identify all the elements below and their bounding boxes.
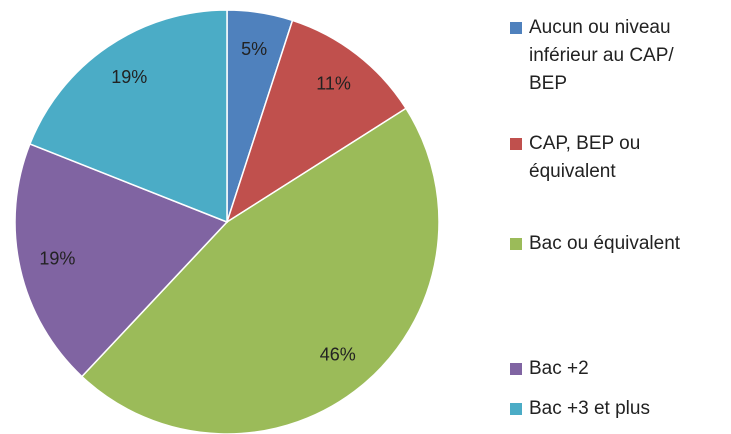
legend-item: Bac +3 et plus — [510, 395, 700, 423]
legend-item: Bac +2 — [510, 355, 700, 383]
data-label: 19% — [111, 67, 147, 87]
data-label: 46% — [320, 345, 356, 365]
legend-swatch — [510, 403, 522, 415]
legend-label: Bac +2 — [529, 358, 589, 379]
legend-label: Aucun ou niveau inférieur au CAP/ BEP — [529, 17, 674, 94]
legend-item: CAP, BEP ou équivalent — [510, 130, 700, 186]
legend-label: Bac ou équivalent — [529, 233, 681, 254]
legend-swatch — [510, 138, 522, 150]
legend-item: Aucun ou niveau inférieur au CAP/ BEP — [510, 14, 700, 98]
pie-slice — [225, 19, 408, 224]
legend-label: Bac +3 et plus — [529, 398, 650, 419]
pie-slice — [80, 107, 440, 434]
data-label: 19% — [39, 249, 75, 269]
data-label: 11% — [316, 73, 351, 93]
legend-swatch — [510, 22, 522, 34]
pie-slice — [14, 142, 229, 378]
legend-swatch — [510, 238, 522, 250]
legend-label: CAP, BEP ou équivalent — [529, 133, 641, 182]
legend-swatch — [510, 363, 522, 375]
pie-slice — [28, 9, 228, 224]
legend-item: Bac ou équivalent — [510, 230, 700, 258]
data-label: 5% — [241, 39, 267, 59]
